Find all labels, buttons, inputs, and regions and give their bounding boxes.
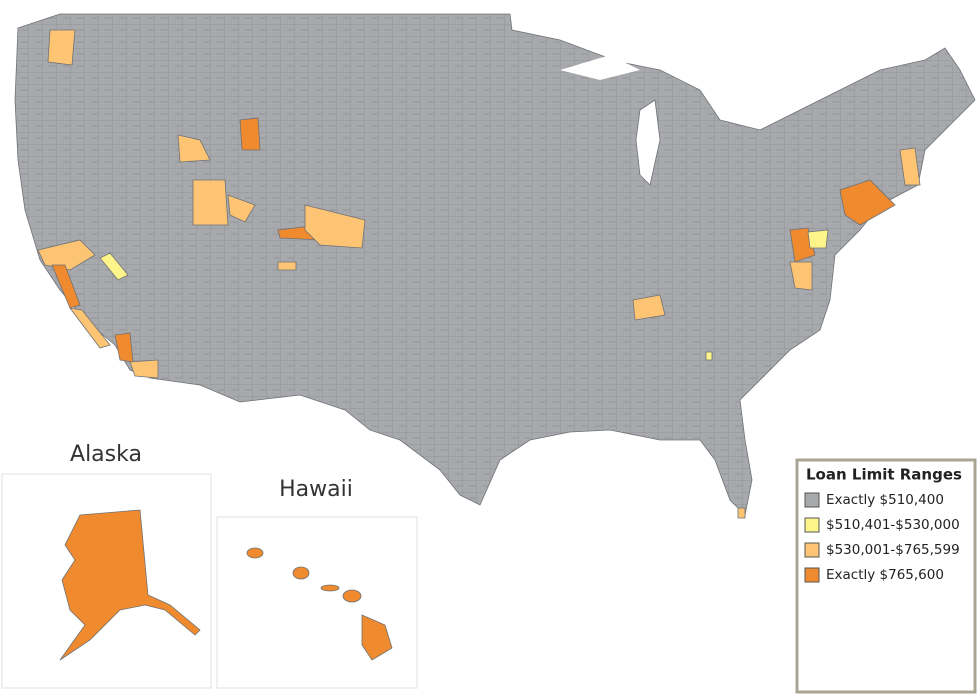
legend: Loan Limit Ranges Exactly $510,400 $510,4… — [795, 458, 977, 694]
hawaii-label: Hawaii — [279, 477, 353, 502]
county-area — [51, 264, 81, 309]
county-area — [789, 261, 813, 291]
county-area — [69, 307, 111, 349]
legend-swatch — [804, 542, 820, 558]
county-area — [899, 147, 921, 186]
county-area — [37, 239, 96, 271]
county-area — [227, 194, 256, 223]
county-area — [192, 179, 229, 226]
county-area — [99, 252, 129, 281]
island — [320, 584, 340, 592]
county-area — [277, 261, 297, 271]
county-area — [177, 134, 211, 163]
county-area — [807, 229, 829, 249]
county-area — [632, 294, 666, 321]
island — [342, 589, 362, 603]
hawaii-inset — [216, 516, 418, 689]
lake — [560, 55, 640, 80]
island — [361, 614, 393, 661]
county-area — [737, 507, 746, 519]
legend-swatch — [804, 567, 820, 583]
island — [292, 566, 310, 580]
legend-label: $530,001-$765,599 — [826, 542, 960, 558]
legend-swatch — [804, 517, 820, 533]
legend-label: Exactly $765,600 — [826, 567, 944, 583]
county-area — [304, 204, 366, 249]
legend-box — [795, 458, 977, 694]
county-area — [239, 117, 261, 151]
island — [246, 547, 264, 559]
county-lines — [15, 14, 975, 515]
lake — [635, 99, 661, 186]
county-area — [705, 351, 713, 361]
county-area — [114, 332, 134, 363]
alaska — [59, 509, 201, 661]
county-area — [129, 359, 159, 379]
hawaii-islands — [246, 547, 393, 661]
legend-label: $510,401-$530,000 — [826, 517, 960, 533]
contiguous-us — [14, 13, 976, 519]
county-area — [839, 179, 896, 226]
county-area — [47, 29, 76, 66]
alaska-label: Alaska — [70, 442, 142, 467]
legend-label: Exactly $510,400 — [826, 492, 944, 508]
legend-swatch — [804, 492, 820, 508]
legend-title: Loan Limit Ranges — [806, 466, 962, 484]
